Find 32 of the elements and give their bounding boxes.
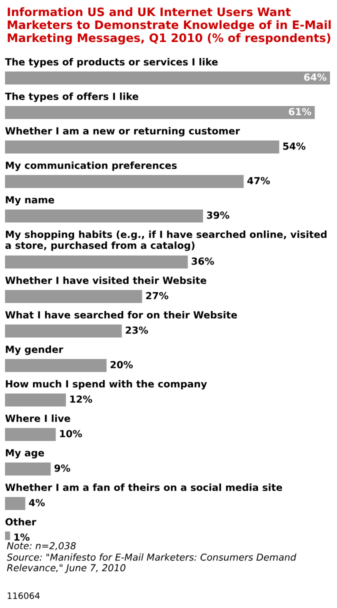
data-label: 9% [54, 464, 70, 472]
data-label: 10% [60, 430, 82, 438]
data-label: 64% [304, 73, 326, 81]
data-label: 4% [29, 498, 45, 506]
data-label: 39% [206, 211, 230, 219]
y-tick-label: My shopping habits (e.g., if I have searched online, visited a store, purchased from a catalog) [5, 230, 326, 251]
annotation: Source: "Manifesto for E-Mail Marketers: Consumers Demand Relevance," June 7, 2010 [6, 553, 296, 574]
y-tick-label: Where I live [5, 414, 70, 422]
data-label: 27% [146, 292, 168, 300]
y-tick-label: My age [6, 449, 44, 458]
y-tick-label: What I have searched for on their Website [5, 311, 237, 319]
annotation: Note: n=2,038 [6, 542, 76, 550]
y-tick-label: The types of offers I like [5, 92, 138, 102]
data-label: 12% [70, 395, 92, 403]
y-tick-label: My communication preferences [6, 162, 177, 171]
y-tick-label: Whether I have visited their Website [5, 276, 206, 284]
data-label: 36% [192, 257, 214, 265]
y-tick-label: The types of products or services I like [5, 58, 218, 68]
y-tick-label: My name [6, 196, 54, 206]
y-tick-label: My gender [6, 346, 64, 355]
data-label: 54% [283, 142, 306, 150]
y-tick-label: Other [5, 518, 36, 526]
data-label: 1% [14, 533, 30, 541]
data-label: 47% [247, 176, 270, 184]
y-tick-label: Whether I am a fan of theirs on a social media site [5, 484, 282, 492]
data-label: 23% [126, 326, 148, 334]
data-label: 20% [110, 360, 133, 368]
data-label: 61% [288, 108, 312, 116]
chart-title: Information US and UK Internet Users Want Marketers to Demonstrate Knowledge of in E-Mail Marketing Messages, Q1 2010 (% of respondents) [8, 7, 331, 44]
y-tick-label: How much I spend with the company [6, 380, 207, 390]
text: 116064 [8, 592, 40, 600]
y-tick-label: Whether I am a new or returning customer [5, 127, 240, 136]
